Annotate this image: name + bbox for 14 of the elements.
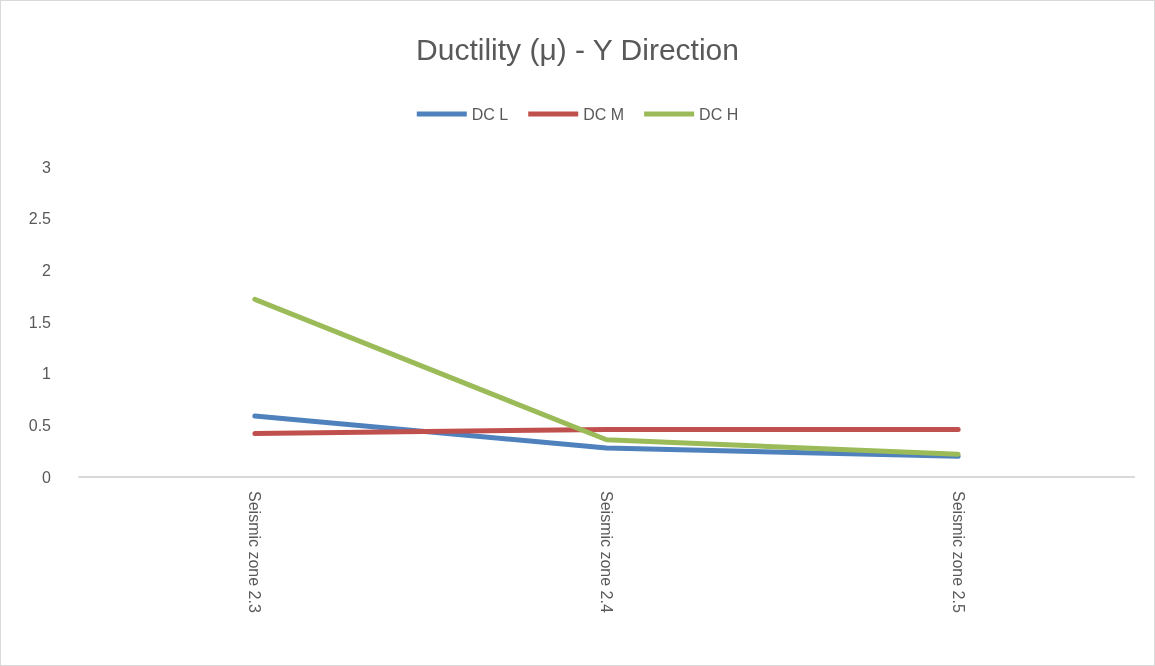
x-tick-label: Seismic zone 2.5 [949, 491, 967, 613]
x-tick-label: Seismic zone 2.4 [598, 491, 615, 613]
legend-label: DC L [471, 105, 509, 123]
y-tick-label: 0 [42, 468, 52, 486]
y-tick-label: 3 [42, 158, 52, 176]
y-tick-label: 1 [42, 365, 52, 383]
chart-title: Ductility (μ) - Y Direction [416, 32, 739, 66]
legend-label: DC H [699, 105, 739, 123]
y-tick-label: 0.5 [28, 416, 52, 434]
y-tick-label: 1.5 [28, 313, 52, 331]
y-tick-label: 2 [42, 261, 52, 279]
y-tick-label: 2.5 [28, 210, 52, 228]
legend-label: DC M [583, 105, 625, 123]
x-tick-label: Seismic zone 2.3 [246, 491, 264, 613]
